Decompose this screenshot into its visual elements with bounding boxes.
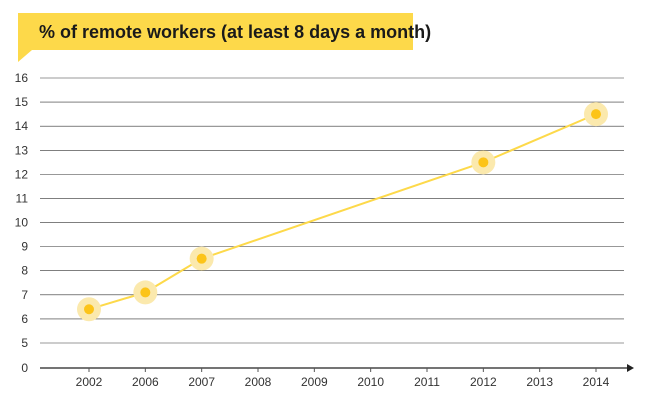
title-banner: % of remote workers (at least 8 days a m… <box>18 13 431 62</box>
y-tick-label: 10 <box>15 216 29 230</box>
data-point <box>189 246 214 271</box>
x-tick-label: 2007 <box>188 375 215 389</box>
series <box>77 102 608 322</box>
x-tick-label: 2002 <box>76 375 103 389</box>
series-line <box>88 113 597 311</box>
y-tick-label: 16 <box>15 71 29 85</box>
chart-title: % of remote workers (at least 8 days a m… <box>39 22 431 42</box>
y-tick-label: 11 <box>16 191 29 205</box>
y-tick-label: 8 <box>21 264 28 278</box>
y-tick-labels: 0 5 6 7 8 9 10 11 12 13 14 15 16 <box>15 71 29 375</box>
data-point-marker <box>84 304 94 315</box>
axes <box>40 364 634 372</box>
data-point-marker <box>196 253 207 264</box>
x-tick-label: 2006 <box>132 375 159 389</box>
y-tick-label: 13 <box>15 143 29 157</box>
y-tick-label: 14 <box>15 119 29 133</box>
data-point <box>133 280 158 305</box>
y-tick-label: 6 <box>21 312 28 326</box>
x-tick-label: 2013 <box>526 375 553 389</box>
data-point-marker <box>478 157 489 168</box>
data-point-marker <box>140 287 151 298</box>
x-tick-label: 2010 <box>357 375 384 389</box>
y-tick-label: 0 <box>21 361 28 375</box>
data-point <box>471 150 496 175</box>
grid <box>40 77 624 344</box>
data-point <box>584 102 608 127</box>
x-axis-arrow <box>627 364 634 372</box>
data-point <box>77 297 101 322</box>
y-tick-label: 7 <box>21 288 28 302</box>
y-tick-label: 15 <box>15 95 29 109</box>
title-banner-background <box>18 13 413 62</box>
y-tick-label: 5 <box>21 336 28 350</box>
x-tick-labels: 2002 2006 2007 2008 2009 2010 2011 2012 2013 2014 <box>76 375 610 389</box>
y-tick-label: 12 <box>15 167 29 181</box>
x-tick-label: 2012 <box>470 375 497 389</box>
x-tick-label: 2011 <box>414 375 440 389</box>
y-tick-label: 9 <box>21 240 28 254</box>
x-tick-label: 2014 <box>583 375 610 389</box>
x-tick-label: 2009 <box>301 375 328 389</box>
data-point-marker <box>591 109 601 120</box>
x-tick-label: 2008 <box>245 375 272 389</box>
